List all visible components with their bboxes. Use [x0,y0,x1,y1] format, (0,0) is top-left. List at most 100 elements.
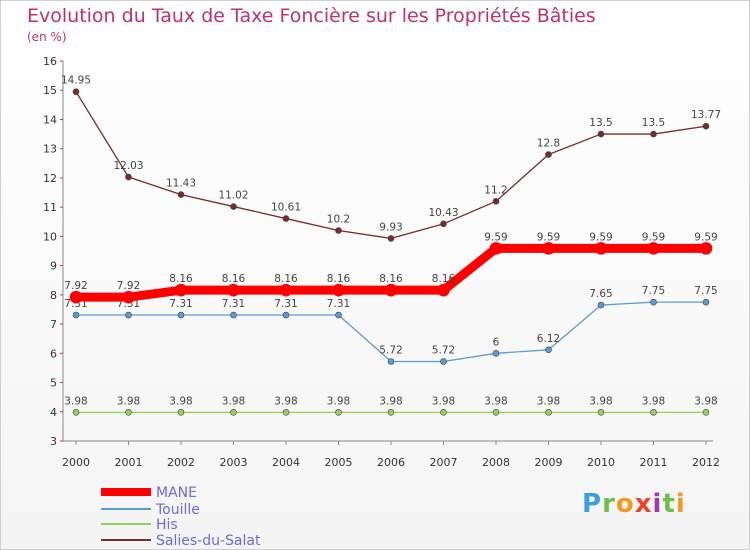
data-point [650,298,657,306]
data-label: 12.03 [113,160,143,172]
y-tick-label: 16 [43,55,57,68]
y-tick-label: 14 [43,113,57,126]
chart-title: Evolution du Taux de Taxe Foncière sur l… [27,5,596,27]
data-label: 9.59 [642,231,665,243]
data-point [650,409,657,416]
data-label: 3.98 [327,395,350,407]
data-point [702,298,710,306]
data-point [282,215,290,222]
data-label: 7.92 [117,280,140,292]
data-label: 8.16 [169,273,193,285]
data-point [542,242,555,255]
data-point [279,283,293,297]
data-label: 3.98 [64,395,87,407]
data-label: 7.31 [169,298,192,310]
legend-item-label: MANE [156,485,197,501]
data-point [440,358,447,365]
data-point [332,283,345,297]
data-point [387,358,395,365]
data-point [545,409,552,416]
data-point [387,409,395,416]
y-tick-label: 3 [50,435,57,448]
data-label: 3.98 [222,395,245,407]
data-point [647,242,660,255]
data-point [122,290,135,304]
data-label: 6 [493,336,500,348]
data-label: 9.59 [694,231,717,243]
data-label: 3.98 [589,395,612,407]
data-point [440,220,447,228]
legend-item-label: Salies-du-Salat [156,533,261,549]
data-label: 11.02 [218,190,248,202]
x-tick-label: 2007 [430,456,458,469]
x-tick-label: 2011 [640,456,668,469]
data-point [545,151,552,158]
data-point [69,290,83,304]
x-tick-label: 2010 [587,456,615,469]
data-point [72,409,80,416]
y-tick-label: 8 [50,289,57,302]
y-tick-label: 4 [50,406,57,419]
data-point [492,409,500,416]
data-label: 13.5 [589,117,612,129]
data-point [594,242,608,255]
y-tick-label: 11 [43,201,57,214]
x-tick-label: 2005 [325,456,353,469]
data-point [72,88,80,95]
logo-letter: i [675,489,686,519]
data-point [177,409,185,416]
data-point [227,283,240,297]
x-tick-label: 2006 [377,456,405,469]
data-label: 8.16 [379,273,403,285]
data-label: 7.92 [64,280,87,292]
logo-letter: r [602,489,616,519]
data-label: 8.16 [327,273,351,285]
data-label: 7.31 [274,298,297,310]
data-label: 10.2 [327,214,350,226]
data-point [699,242,713,255]
data-label: 8.16 [222,273,246,285]
y-tick-label: 10 [43,230,57,243]
data-label: 11.2 [484,184,507,196]
x-tick-label: 2004 [272,456,300,469]
data-label: 3.98 [537,395,560,407]
x-tick-label: 2003 [220,456,248,469]
data-label: 5.72 [379,344,402,356]
data-point [125,409,132,416]
data-label: 8.16 [432,273,456,285]
data-point [230,409,237,416]
data-label: 3.98 [642,395,665,407]
y-tick-label: 9 [50,260,57,273]
data-label: 10.61 [271,202,301,214]
data-label: 9.59 [484,231,507,243]
data-point [597,301,605,309]
data-label: 3.98 [379,395,402,407]
data-point [230,203,237,210]
data-point [492,350,500,357]
data-label: 13.77 [691,109,721,121]
logo-letter: x [634,489,653,519]
data-label: 5.72 [432,344,455,356]
data-point [387,235,395,242]
data-point [702,122,710,130]
logo-letter: t [662,489,676,519]
data-point [177,311,185,319]
y-tick-label: 13 [43,143,57,156]
legend-item-label: His [156,517,178,533]
data-label: 3.98 [694,395,717,407]
data-label: 9.93 [379,221,402,233]
data-point [437,283,450,297]
data-label: 7.75 [642,285,665,297]
data-label: 7.31 [222,298,245,310]
x-tick-label: 2000 [62,456,90,469]
data-point [489,242,503,255]
data-label: 3.98 [484,395,507,407]
data-label: 9.59 [537,231,560,243]
data-point [384,283,398,297]
logo-letter: P [582,489,603,519]
data-point [72,311,80,319]
data-label: 3.98 [169,395,192,407]
data-label: 3.98 [117,395,140,407]
data-label: 7.31 [327,298,350,310]
